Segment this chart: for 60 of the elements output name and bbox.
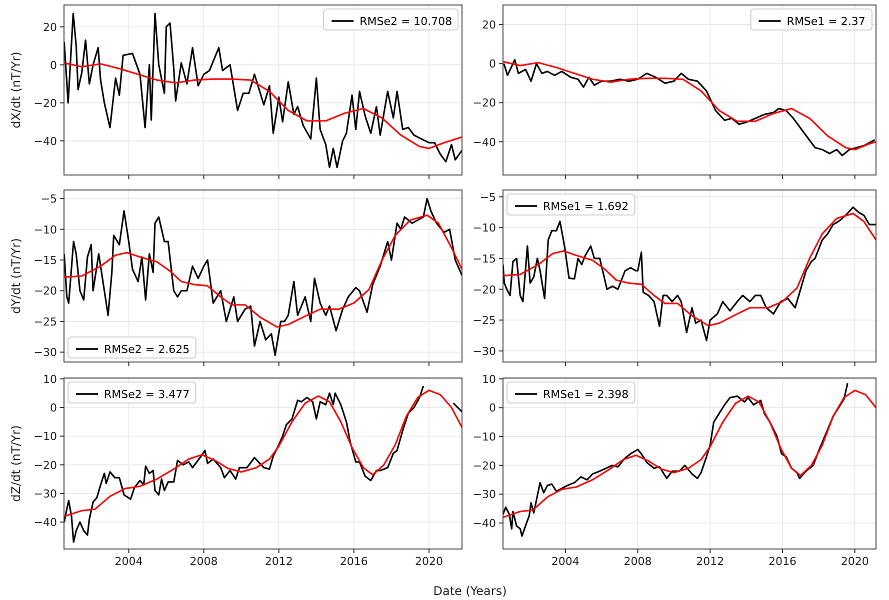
line-series (64, 214, 462, 328)
y-tick-label: −40 (34, 134, 57, 148)
y-tick-label: −5 (40, 192, 57, 206)
y-tick-label: −20 (472, 283, 496, 296)
y-tick-label: 20 (43, 20, 57, 34)
x-tick-label: 2008 (624, 555, 652, 568)
y-tick-label: 10 (482, 372, 496, 386)
legend-label: RMSe1 = 1.692 (543, 200, 629, 213)
line-series (64, 198, 462, 356)
y-tick-label: −40 (472, 136, 496, 149)
x-tick-label: 2020 (840, 555, 869, 568)
y-tick-label: −10 (472, 430, 496, 444)
y-tick-label: −20 (34, 284, 57, 298)
line-series (64, 390, 462, 518)
x-tick-label: 2012 (264, 555, 293, 568)
x-tick-label: 2012 (696, 555, 724, 568)
x-tick-label: 2020 (414, 555, 443, 568)
legend-label: RMSe2 = 10.708 (360, 15, 452, 28)
y-tick-label: −25 (34, 315, 57, 328)
x-tick-label: 2004 (551, 555, 580, 568)
y-tick-label: −5 (480, 190, 496, 204)
y-tick-label: −10 (472, 222, 496, 235)
x-tick-label: 2008 (190, 555, 218, 568)
y-tick-label: −30 (34, 487, 57, 500)
legend-label: RMSe2 = 2.625 (104, 343, 190, 356)
y-tick-label: −40 (472, 517, 496, 530)
x-tick-label: 2016 (340, 555, 368, 568)
line-series (503, 382, 848, 537)
y-tick-label: 10 (43, 372, 57, 386)
x-tick-label: 2004 (114, 555, 143, 568)
y-tick-label: −20 (472, 96, 496, 110)
y-tick-label: −20 (472, 459, 496, 472)
y-tick-label: −30 (34, 346, 57, 360)
y-tick-label: −15 (34, 254, 57, 268)
line-series (503, 212, 876, 326)
y-tick-label: −25 (472, 314, 496, 328)
x-tick-label: 2016 (768, 555, 796, 568)
y-tick-label: −40 (34, 516, 57, 530)
y-tick-label: 20 (482, 18, 496, 32)
y-tick-label: 0 (489, 402, 496, 415)
legend-label: RMSe2 = 3.477 (104, 388, 190, 401)
x-axis-title: Date (Years) (433, 584, 507, 598)
y-tick-label: −10 (34, 223, 57, 236)
y-tick-label: −20 (34, 458, 57, 472)
y-tick-label: −15 (472, 252, 496, 266)
y-tick-label: −30 (472, 488, 496, 502)
line-series (64, 62, 462, 150)
y-axis-title: dZ/dt (nT/Yr) (9, 425, 23, 502)
y-tick-label: −20 (34, 96, 57, 110)
line-series (503, 390, 876, 518)
y-tick-label: 0 (50, 58, 57, 72)
line-series (64, 12, 462, 168)
legend-label: RMSe1 = 2.37 (786, 15, 866, 28)
y-tick-label: 0 (489, 58, 496, 71)
legend-label: RMSe1 = 2.398 (543, 388, 629, 401)
y-tick-label: −10 (34, 430, 57, 444)
y-tick-label: 0 (50, 402, 57, 415)
y-tick-label: −30 (472, 344, 496, 358)
y-axis-title: dY/dt (nT/Yr) (9, 238, 23, 314)
y-axis-title: dX/dt (nT/Yr) (9, 52, 23, 128)
